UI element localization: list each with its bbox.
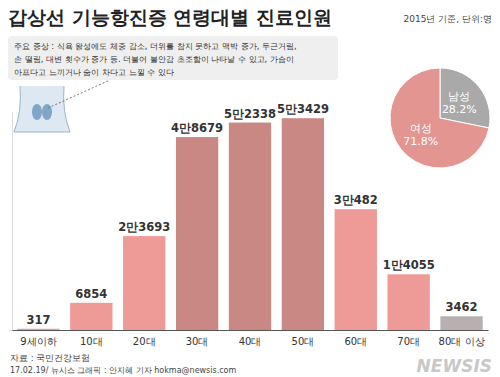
x-axis: 9세이하 10대 20대 30대 40대 50대 60대 70대 80대 이상	[13, 330, 489, 347]
bar	[440, 316, 482, 330]
x-tick: 60대	[344, 330, 367, 347]
chart: 갑상선 기능항진증 연령대별 진료인원 2015년 기준, 단위:명주요 증상 :…	[0, 0, 500, 377]
slice	[440, 68, 490, 128]
data-label: 6854	[75, 287, 107, 301]
x-tick-label: 40대	[239, 336, 262, 347]
source: 자료 : 국민건강보험	[10, 353, 90, 363]
data-labels: 317 6854 2만3693 4만86795만23385만3429 3만482 1만40…	[26, 102, 477, 327]
x-tick-label: 10대	[80, 336, 103, 347]
slice-label: 여성	[410, 122, 432, 135]
bar	[282, 118, 324, 330]
data-label: 5만3429	[277, 102, 329, 116]
data-label: 4만8679	[171, 121, 223, 135]
y-axis	[9, 113, 13, 331]
x-tick: 50대	[292, 330, 315, 347]
bar	[388, 274, 430, 330]
logo: NEWSIS	[417, 356, 492, 376]
bar	[123, 236, 165, 330]
x-tick-label: 70대	[397, 336, 420, 347]
title: 갑상선 기능항진증 연령대별 진료인원	[8, 6, 332, 28]
slice-label: 남성	[448, 90, 470, 103]
x-tick: 70대	[397, 330, 420, 347]
data-label: 2만3693	[118, 220, 170, 234]
data-label: 5만2338	[224, 107, 276, 121]
x-tick: 9세이하	[20, 330, 56, 347]
note-line: 아프다고 느끼거나 숨이 차다고 느낄 수 있다	[14, 67, 174, 77]
pie: 남성28.2% 여성71.8%	[390, 68, 490, 168]
note-line: 손 떨림, 대변 횟수가 증가 등. 더불어 불안감 초조함이 나타날 수 있고…	[14, 54, 294, 64]
x-tick-label: 20대	[133, 336, 156, 347]
bar	[70, 303, 112, 330]
neck	[14, 86, 70, 132]
bar	[335, 209, 377, 330]
x-tick: 30대	[186, 330, 209, 347]
y-tick-mark	[9, 330, 12, 331]
data-label: 317	[26, 313, 50, 327]
bar	[17, 329, 59, 330]
x-tick-label: 9세이하	[20, 336, 56, 347]
note-box	[8, 36, 338, 80]
slice-value: 28.2%	[442, 103, 477, 116]
y-tick	[9, 330, 12, 331]
credit: 17.02.19/ 뉴시스 그래픽 : 안지혜 기자 hokma@newsis.…	[10, 366, 236, 375]
x-tick-label: 30대	[186, 336, 209, 347]
thyroid-left	[32, 104, 42, 120]
thyroid-icon	[14, 86, 70, 132]
x-tick: 80대 이상	[439, 330, 485, 347]
bar	[229, 123, 271, 330]
bar	[176, 137, 218, 330]
note-line: 주요 증상 : 식욕 왕성에도 체중 감소, 더위를 참지 못하고 맥박 증가,…	[14, 41, 297, 51]
x-tick-label: 80대 이상	[439, 336, 485, 347]
x-axis-line	[13, 330, 489, 331]
x-tick-label: 50대	[292, 336, 315, 347]
icon-pointer	[48, 80, 110, 108]
data-label: 3만482	[334, 193, 378, 207]
x-tick: 10대	[80, 330, 103, 347]
thyroid-right	[42, 104, 52, 120]
x-tick: 20대	[133, 330, 156, 347]
data-label: 3462	[446, 300, 478, 314]
subtitle: 2015년 기준, 단위:명	[403, 14, 492, 24]
x-tick: 40대	[239, 330, 262, 347]
data-label: 1만4055	[383, 258, 435, 272]
slice-value: 71.8%	[403, 135, 438, 148]
y-axis-line	[12, 113, 13, 331]
slice	[390, 68, 489, 168]
x-tick-label: 60대	[344, 336, 367, 347]
